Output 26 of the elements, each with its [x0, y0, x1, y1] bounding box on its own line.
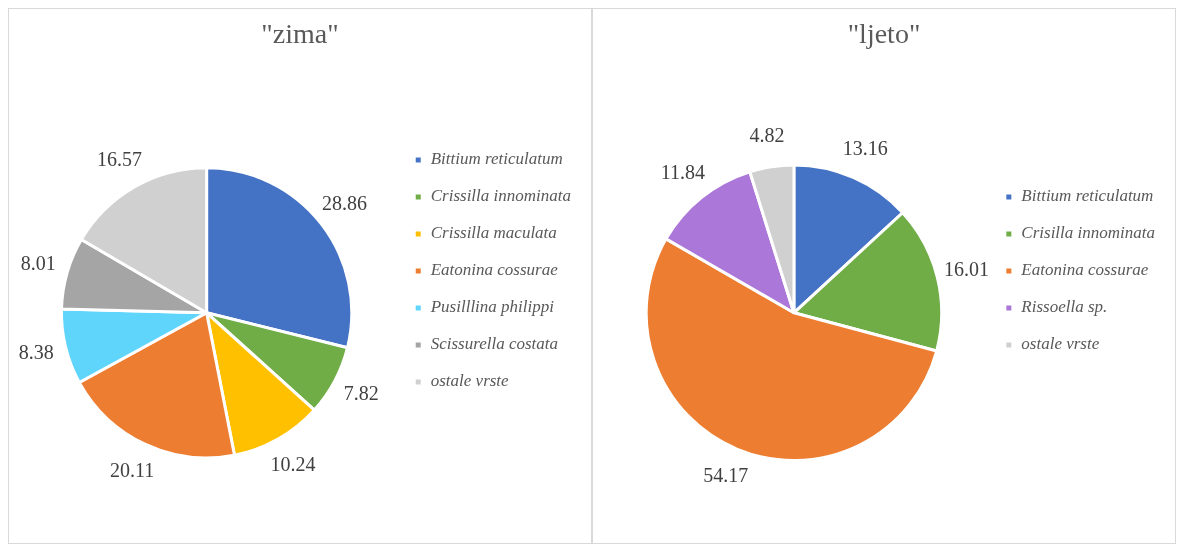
legend-label: Bittium reticulatum — [430, 149, 563, 169]
legend-label: Scissurella costata — [430, 334, 559, 354]
chart-title: "zima" — [261, 18, 339, 50]
legend-label: Rissoella sp. — [1020, 297, 1108, 317]
legend-label: Bittium reticulatum — [1021, 186, 1154, 206]
legend-label: Crissilla innominata — [430, 186, 572, 206]
legend-label: Crisilla innominata — [1021, 223, 1156, 243]
chart-title: "ljeto" — [847, 18, 921, 50]
data-label: 16.57 — [96, 148, 142, 171]
data-label: 10.24 — [270, 452, 316, 475]
data-label: 7.82 — [343, 382, 379, 405]
data-label: 54.17 — [703, 464, 749, 487]
legend-label: ostale vrste — [1021, 334, 1100, 354]
data-label: 8.38 — [18, 341, 54, 364]
data-label: 28.86 — [322, 192, 368, 215]
data-label: 16.01 — [944, 257, 990, 280]
data-label: 13.16 — [842, 137, 888, 160]
data-label: 4.82 — [749, 124, 785, 147]
legend-label: Eatonina cossurae — [429, 260, 559, 280]
legend-label: Eatonina cossurae — [1020, 260, 1149, 280]
legend-label: ostale vrste — [430, 371, 510, 391]
data-label: 20.11 — [110, 458, 155, 481]
legend-label: Crissilla maculata — [430, 223, 557, 243]
legend-label: Pusilllina philippi — [429, 297, 555, 317]
data-label: 11.84 — [660, 161, 705, 184]
data-label: 8.01 — [20, 251, 56, 274]
